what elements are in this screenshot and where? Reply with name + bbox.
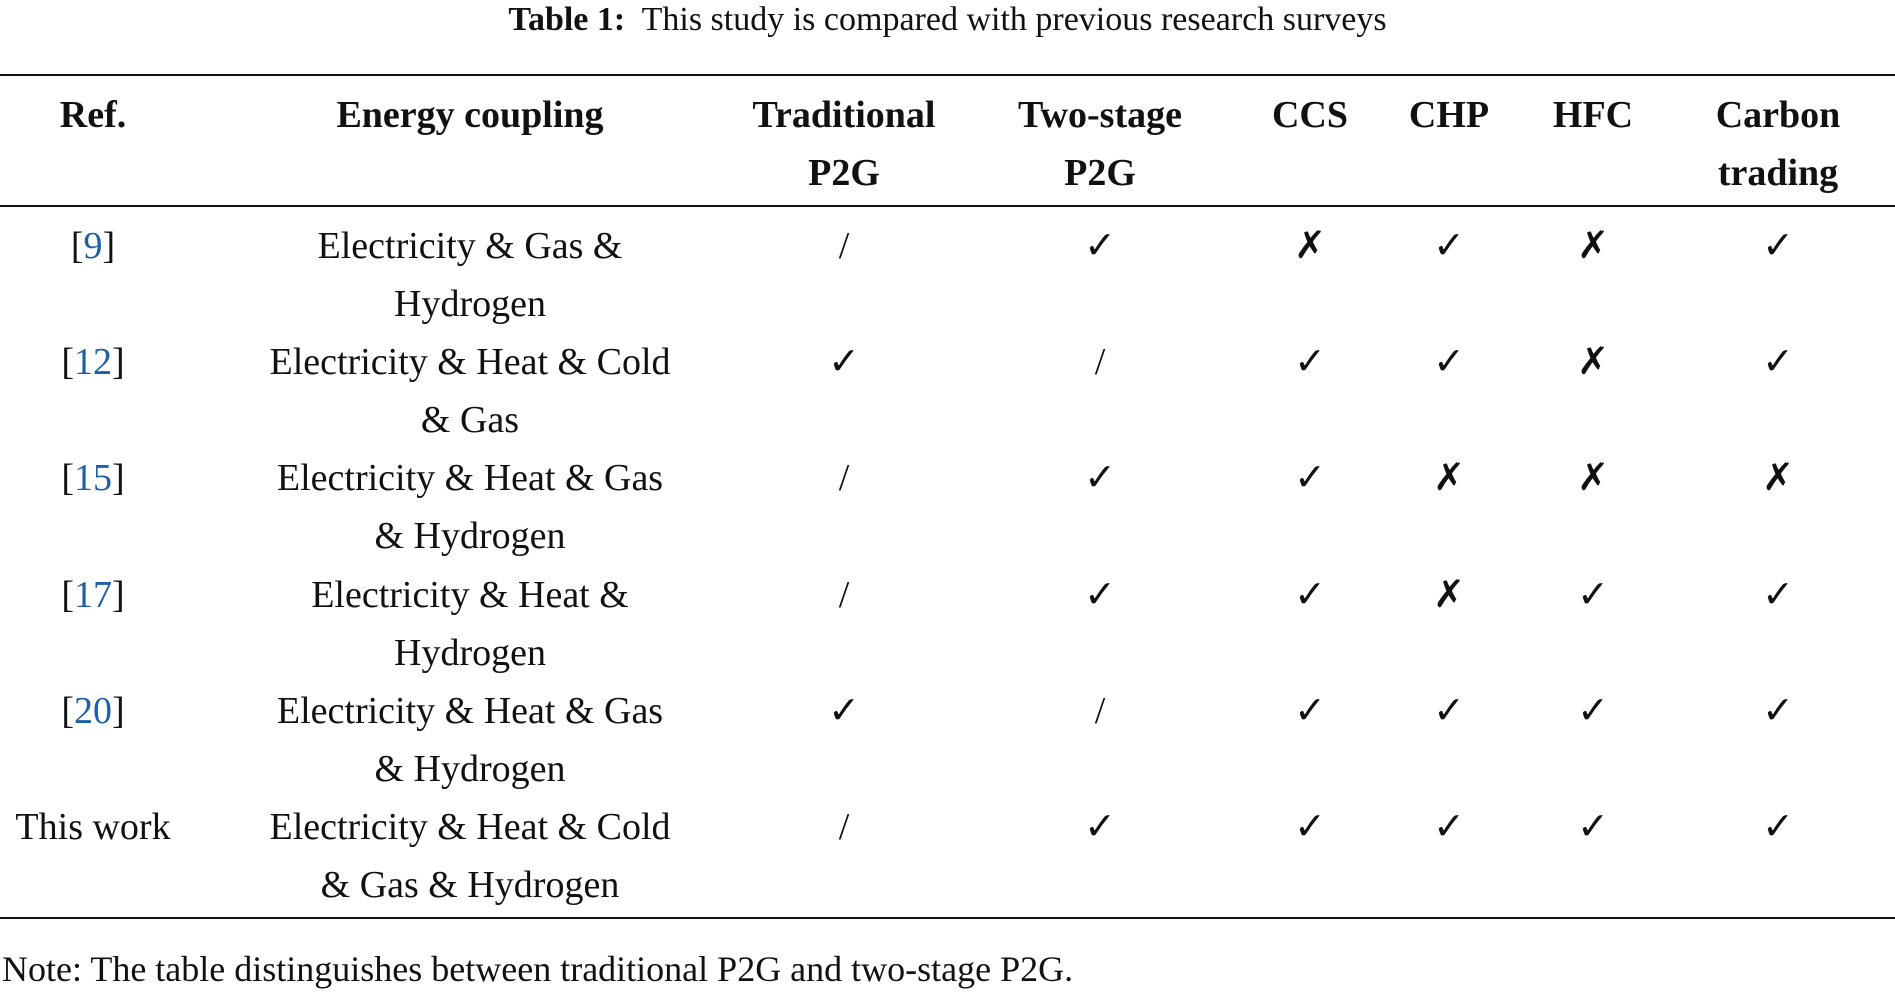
energy-coupling: Electricity & Heat & (311, 573, 629, 616)
caption-label: Table 1: (508, 1, 626, 38)
energy-coupling: Hydrogen (394, 631, 546, 674)
bracket: [ (61, 689, 74, 732)
bracket: [ (70, 225, 84, 267)
mark-cell: ✗ (1294, 225, 1326, 267)
mark-cell: ✓ (1577, 806, 1609, 848)
top-rule (0, 74, 1895, 76)
ref: This work (15, 806, 171, 848)
header-cell: CCS (1271, 94, 1349, 136)
header-rule (0, 205, 1895, 207)
mark-cell: ✗ (1433, 573, 1465, 616)
header-cell: CHP (1408, 94, 1490, 136)
mark-cell: ✓ (1294, 806, 1326, 848)
bracket: ] (112, 573, 125, 616)
mark-cell: ✓ (1294, 341, 1326, 384)
mark-cell: ✓ (1294, 457, 1326, 500)
header-cell: HFC (1552, 94, 1634, 136)
mark-cell: ✓ (1084, 806, 1116, 848)
mark-cell: / (1094, 689, 1106, 732)
mark-cell: ✗ (1577, 457, 1609, 500)
energy-coupling: & Gas & Hydrogen (320, 864, 620, 906)
ref-link[interactable]: 17 (74, 573, 112, 616)
energy-coupling: Electricity & Gas & (317, 225, 623, 267)
mark-cell: ✓ (828, 341, 860, 384)
mark-cell: ✓ (1577, 573, 1609, 616)
mark-cell: / (838, 806, 850, 848)
energy-coupling: Electricity & Heat & Cold (269, 806, 671, 848)
mark-cell: ✓ (1084, 225, 1116, 267)
energy-coupling: Electricity & Heat & Cold (269, 341, 671, 384)
mark-cell: ✓ (1433, 225, 1465, 267)
header-cell: Two-stage (1018, 94, 1182, 136)
ref-link[interactable]: 15 (74, 457, 112, 500)
mark-cell: / (838, 457, 850, 500)
bottom-rule (0, 917, 1895, 919)
mark-cell: ✓ (1762, 806, 1794, 848)
energy-coupling: & Gas (420, 399, 520, 442)
ref: [12] (61, 343, 124, 381)
energy-coupling: & Hydrogen (374, 747, 566, 790)
header-cell: Traditional (752, 94, 936, 136)
mark-cell: / (1094, 341, 1106, 384)
ref-link[interactable]: 9 (83, 225, 103, 267)
mark-cell: ✓ (1294, 689, 1326, 732)
bracket: ] (112, 341, 125, 384)
mark-cell: / (838, 225, 850, 267)
header-cell: Ref. (59, 94, 127, 136)
mark-cell: ✗ (1577, 225, 1609, 267)
energy-coupling: & Hydrogen (374, 515, 566, 558)
energy-coupling: Electricity & Heat & Gas (276, 457, 664, 500)
header-cell: P2G (808, 152, 880, 194)
ref: [17] (61, 576, 124, 614)
caption: Table 1: This study is compared with pre… (0, 0, 1895, 40)
mark-cell: / (838, 573, 850, 616)
energy-coupling: Electricity & Heat & Gas (276, 689, 664, 732)
ref-link[interactable]: 20 (74, 689, 112, 732)
header-cell: trading (1717, 152, 1839, 194)
caption-text: This study is compared with previous res… (641, 1, 1387, 38)
header-cell: Energy coupling (336, 94, 604, 136)
mark-cell: ✗ (1577, 341, 1609, 384)
mark-cell: ✓ (1433, 689, 1465, 732)
bracket: ] (112, 689, 125, 732)
mark-cell: ✗ (1433, 457, 1465, 500)
energy-coupling: Hydrogen (394, 283, 546, 325)
ref: [9] (71, 227, 115, 265)
mark-cell: ✓ (1084, 457, 1116, 500)
bracket: [ (61, 573, 74, 616)
ref-link[interactable]: 12 (74, 341, 112, 384)
ref: [20] (61, 692, 124, 730)
bracket: [ (61, 341, 74, 384)
mark-cell: ✓ (828, 689, 860, 732)
header-cell: Carbon (1715, 94, 1841, 136)
mark-cell: ✓ (1762, 341, 1794, 384)
mark-cell: ✗ (1762, 457, 1794, 500)
mark-cell: ✓ (1084, 573, 1116, 616)
mark-cell: ✓ (1577, 689, 1609, 732)
mark-cell: ✓ (1433, 806, 1465, 848)
mark-cell: ✓ (1762, 573, 1794, 616)
mark-cell: ✓ (1762, 689, 1794, 732)
note: Note: The table distinguishes between tr… (2, 949, 1074, 989)
mark-cell: ✓ (1762, 225, 1794, 267)
mark-cell: ✓ (1294, 573, 1326, 616)
bracket: ] (112, 457, 125, 500)
header-cell: P2G (1064, 152, 1136, 194)
bracket: [ (61, 457, 74, 500)
bracket: ] (102, 225, 116, 267)
mark-cell: ✓ (1433, 341, 1465, 384)
ref: [15] (61, 459, 124, 497)
